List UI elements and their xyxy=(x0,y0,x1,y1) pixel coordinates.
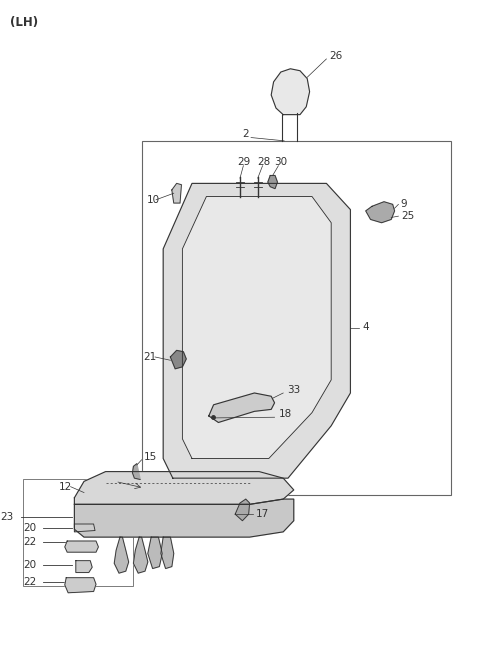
Text: 21: 21 xyxy=(143,352,156,362)
Polygon shape xyxy=(65,578,96,593)
Polygon shape xyxy=(268,176,277,189)
Text: 22: 22 xyxy=(23,537,36,548)
Text: 12: 12 xyxy=(59,481,72,492)
Polygon shape xyxy=(114,537,129,573)
Text: 2: 2 xyxy=(242,129,249,140)
Text: 26: 26 xyxy=(329,50,342,61)
Text: 23: 23 xyxy=(0,512,13,523)
Text: 33: 33 xyxy=(287,384,300,395)
Text: 30: 30 xyxy=(275,157,288,168)
Polygon shape xyxy=(161,537,174,569)
Polygon shape xyxy=(74,499,294,537)
Polygon shape xyxy=(65,541,98,552)
Text: 20: 20 xyxy=(23,559,36,570)
Polygon shape xyxy=(74,472,294,504)
Polygon shape xyxy=(133,537,148,573)
Text: 9: 9 xyxy=(401,199,408,210)
Bar xyxy=(142,141,451,495)
Polygon shape xyxy=(132,464,140,479)
Polygon shape xyxy=(366,202,395,223)
Bar xyxy=(23,479,133,586)
Text: 10: 10 xyxy=(146,195,159,205)
Polygon shape xyxy=(74,524,95,532)
Polygon shape xyxy=(235,499,250,521)
Text: 17: 17 xyxy=(255,509,269,519)
Polygon shape xyxy=(209,393,275,422)
Text: 22: 22 xyxy=(23,576,36,587)
Polygon shape xyxy=(182,196,331,458)
Polygon shape xyxy=(148,537,162,569)
Text: 20: 20 xyxy=(23,523,36,533)
Text: 29: 29 xyxy=(238,157,251,168)
Polygon shape xyxy=(163,183,350,478)
Text: 15: 15 xyxy=(144,451,157,462)
Text: 4: 4 xyxy=(362,322,369,333)
Polygon shape xyxy=(76,561,92,572)
Polygon shape xyxy=(172,183,181,203)
Text: (LH): (LH) xyxy=(10,16,38,29)
Text: 25: 25 xyxy=(401,211,414,221)
Text: 28: 28 xyxy=(257,157,270,168)
Polygon shape xyxy=(170,350,186,369)
Text: 18: 18 xyxy=(278,409,292,419)
Polygon shape xyxy=(271,69,310,115)
